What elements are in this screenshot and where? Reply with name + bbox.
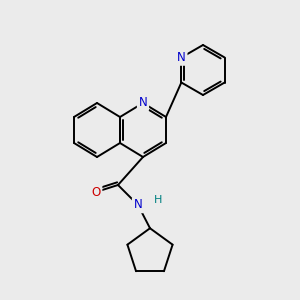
Text: H: H bbox=[154, 195, 162, 205]
Text: N: N bbox=[139, 97, 147, 110]
Text: O: O bbox=[92, 185, 100, 199]
Text: N: N bbox=[134, 199, 142, 212]
Text: N: N bbox=[177, 51, 186, 64]
